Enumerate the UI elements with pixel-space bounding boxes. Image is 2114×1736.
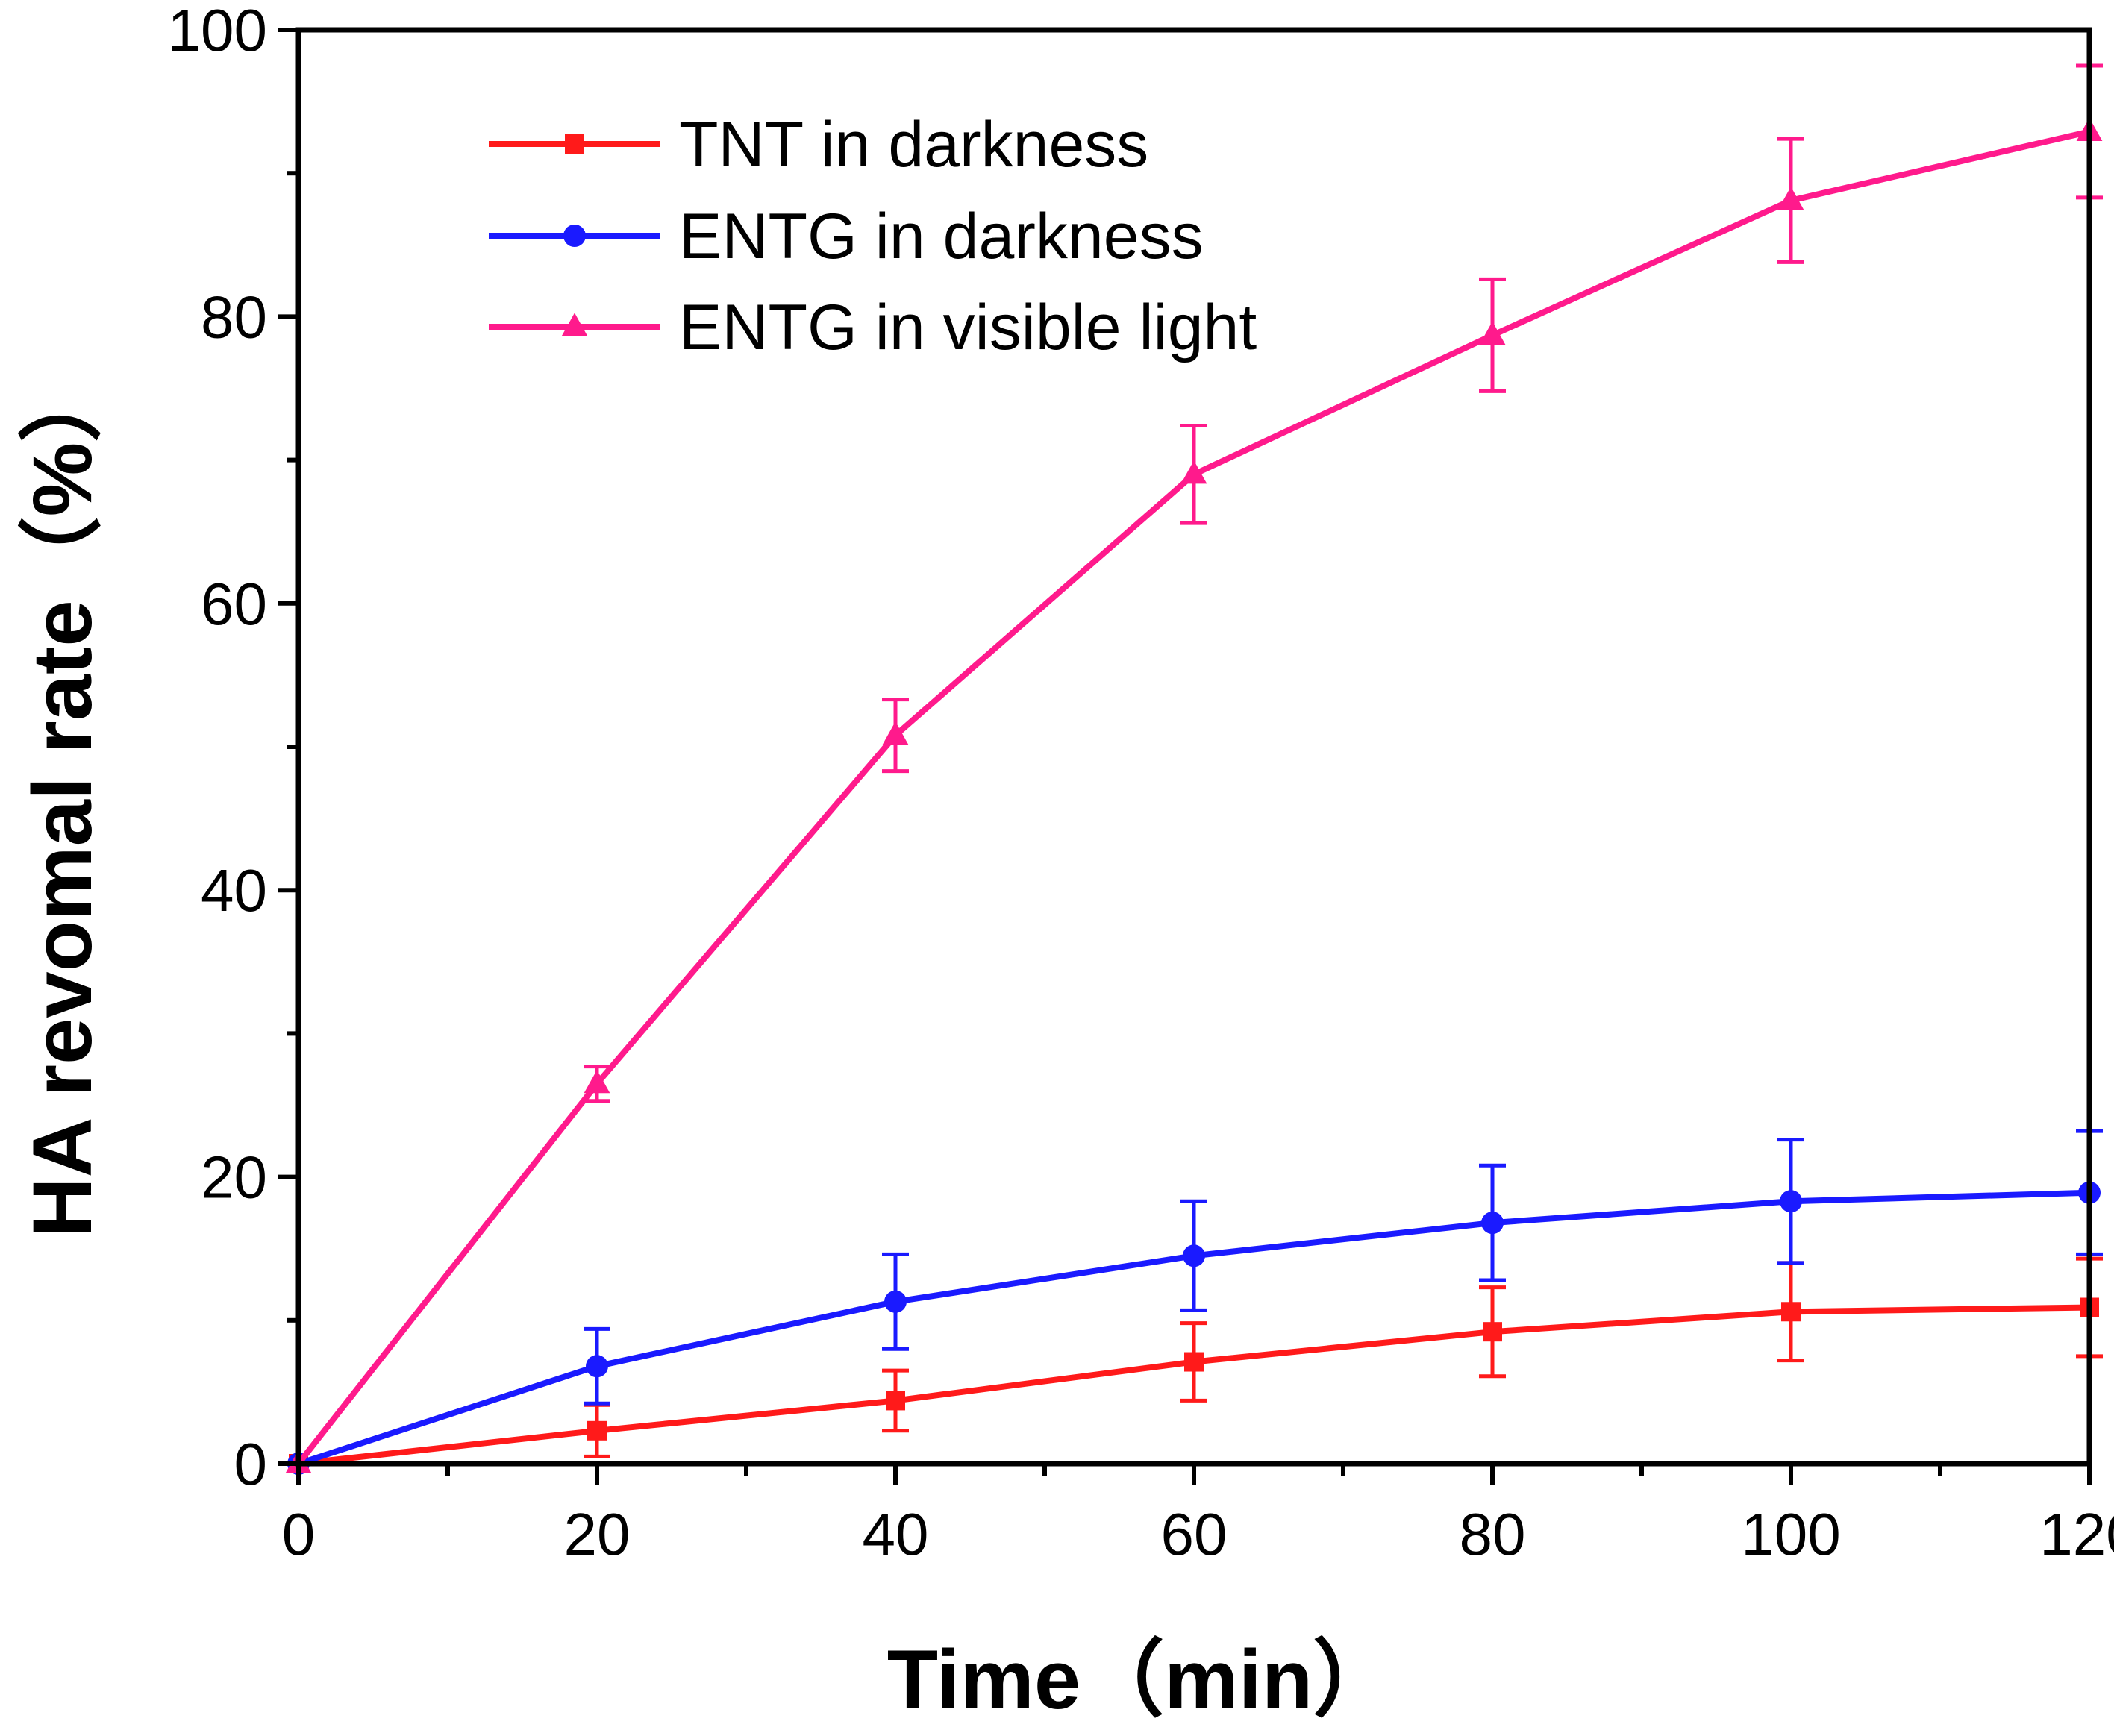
- x-tick-label: 100: [1741, 1501, 1840, 1567]
- legend-entry-0: TNT in darkness: [489, 109, 1148, 181]
- y-tick-label: 0: [234, 1431, 268, 1497]
- data-point: [1481, 1212, 1504, 1235]
- data-point: [1780, 1190, 1802, 1213]
- y-tick-label: 40: [201, 857, 267, 924]
- y-tick-label: 100: [168, 0, 267, 63]
- legend-label: ENTG in visible light: [679, 292, 1257, 363]
- data-point: [584, 1070, 610, 1094]
- x-tick-label: 60: [1161, 1501, 1228, 1567]
- x-tick-label: 0: [282, 1501, 316, 1567]
- x-axis-title: Time（min）: [887, 1633, 1397, 1726]
- data-point: [884, 1290, 907, 1313]
- data-point: [586, 1355, 608, 1378]
- data-point: [587, 1420, 607, 1441]
- legend-marker: [565, 134, 584, 154]
- y-tick-label: 80: [201, 283, 267, 350]
- data-point: [1180, 460, 1207, 484]
- data-point: [1777, 187, 1804, 210]
- data-point: [1479, 321, 1506, 345]
- axes: 0 20 40 60 80 100 120 0 20 40 60 80 100: [168, 0, 2114, 1567]
- x-tick-label: 80: [1460, 1501, 1526, 1567]
- data-point: [1781, 1302, 1801, 1322]
- data-point: [1184, 1352, 1204, 1372]
- data-point: [882, 721, 909, 745]
- y-tick-label: 20: [201, 1144, 267, 1211]
- x-tick-label: 40: [863, 1501, 929, 1567]
- x-tick-label: 20: [564, 1501, 631, 1567]
- legend-label: ENTG in darkness: [679, 201, 1204, 272]
- data-point: [886, 1391, 905, 1411]
- series-1: [287, 1129, 2103, 1475]
- legend-label: TNT in darkness: [679, 109, 1148, 181]
- legend-marker: [563, 225, 586, 247]
- y-tick-label: 60: [201, 571, 267, 637]
- plot-area: [285, 63, 2103, 1475]
- data-point: [1183, 1244, 1205, 1267]
- x-tick-label: 120: [2039, 1501, 2114, 1567]
- y-axis-title: HA revomal rate（%）: [16, 359, 109, 1238]
- legend: TNT in darkness ENTG in darkness ENTG in v…: [489, 109, 1257, 363]
- legend-entry-2: ENTG in visible light: [489, 292, 1257, 363]
- legend-entry-1: ENTG in darkness: [489, 201, 1204, 272]
- data-point: [1483, 1322, 1502, 1342]
- legend-marker: [561, 313, 588, 336]
